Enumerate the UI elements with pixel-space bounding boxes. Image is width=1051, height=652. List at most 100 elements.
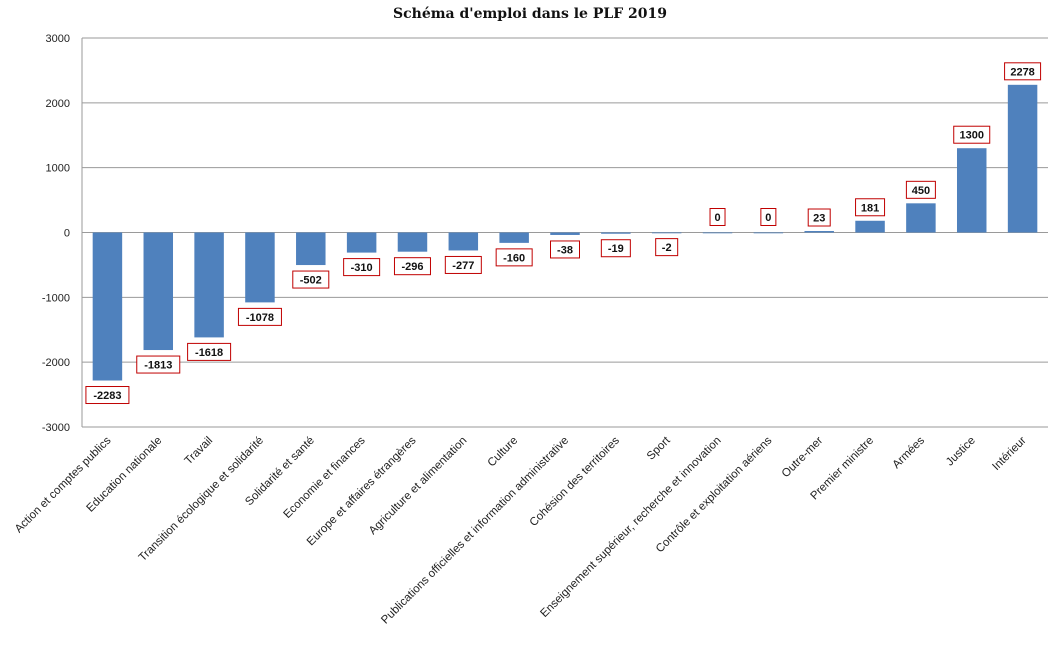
bar (956, 148, 987, 233)
chart-title: Schéma d'emploi dans le PLF 2019 (393, 6, 667, 22)
x-tick-label: Publications officielles et information … (379, 435, 571, 627)
gridlines (81, 37, 1048, 428)
data-label-text: 0 (714, 212, 720, 224)
data-label-text: -296 (401, 261, 423, 273)
data-label-box (905, 180, 936, 199)
data-label-text: -2 (662, 242, 672, 254)
bar (906, 203, 936, 233)
x-tick-label: Armées (891, 434, 928, 471)
bar (499, 232, 529, 243)
data-label-box (807, 208, 831, 227)
bar (601, 232, 631, 234)
data-label: -296 (393, 257, 431, 276)
x-tick-label: Sport (645, 434, 673, 462)
data-label-text: 0 (765, 212, 771, 224)
data-label-text: -2283 (93, 390, 121, 402)
data-label: -2283 (85, 386, 130, 405)
bars (92, 84, 1038, 381)
x-tick-label: Enseignement supérieur, recherche et inn… (538, 435, 723, 620)
data-label-text: -38 (557, 244, 573, 256)
data-label: 450 (905, 180, 936, 199)
data-label-box (343, 258, 381, 277)
data-label-text: -502 (300, 275, 322, 287)
x-tick-label: Cohésion des territoires (528, 434, 623, 529)
data-label: 23 (807, 208, 831, 227)
bar (92, 232, 123, 381)
data-label: 0 (709, 208, 726, 226)
bar (296, 232, 326, 266)
y-axis-ticks: 3000 2000 1000 0 -1000 -2000 -3000 (42, 33, 70, 434)
data-label-text: -277 (452, 260, 474, 272)
data-label-box (237, 307, 282, 326)
data-label-text: -1078 (246, 312, 274, 324)
x-tick-label: Justice (944, 435, 978, 469)
data-label-box (444, 255, 482, 274)
data-label-text: 23 (813, 213, 825, 225)
data-label-box (855, 198, 886, 217)
data-label-box (1004, 62, 1042, 81)
data-label: -1618 (187, 342, 232, 361)
data-label-box (136, 355, 181, 374)
data-label: 2278 (1004, 62, 1042, 81)
x-tick-label: Europe et affaires étrangères (305, 434, 419, 548)
data-label-box (655, 238, 679, 257)
bar (855, 220, 885, 233)
data-labels: -2283 -1813 -1618 -1078 -502 -310 -296 -277 -160… (85, 62, 1042, 405)
y-tick-label: 2000 (46, 98, 70, 110)
data-label-box (550, 240, 580, 259)
y-tick-label: -1000 (42, 292, 70, 304)
data-label: -310 (343, 258, 381, 277)
bar (143, 232, 174, 351)
data-label-box (495, 248, 533, 267)
data-label-box (760, 208, 777, 226)
data-label-text: -1618 (195, 347, 223, 359)
bar (651, 232, 682, 234)
data-label-text: 450 (912, 185, 930, 197)
data-label: -502 (292, 270, 330, 289)
data-label-box (953, 125, 991, 144)
data-label-text: -19 (608, 243, 624, 255)
bar (702, 232, 733, 234)
x-tick-label: Agriculture et alimentation (367, 435, 470, 538)
x-tick-label: Action et comptes publics (13, 434, 114, 535)
data-label-text: -310 (351, 262, 373, 274)
y-tick-label: -3000 (42, 422, 70, 434)
bar (194, 232, 224, 338)
x-tick-label: Travail (183, 435, 216, 468)
x-tick-label: Outre-mer (780, 435, 826, 481)
data-label-box (187, 342, 232, 361)
data-label: 0 (760, 208, 777, 226)
bar (245, 232, 275, 303)
data-label: -1078 (237, 307, 282, 326)
bar (397, 232, 428, 252)
data-label-box (709, 208, 726, 226)
data-label: -2 (655, 238, 679, 257)
data-label: -160 (495, 248, 533, 267)
data-label-text: -1813 (144, 360, 172, 372)
y-tick-label: 0 (64, 228, 70, 240)
x-tick-label: Contrôle et exploitation aériens (654, 434, 775, 555)
data-label-box (85, 386, 130, 405)
data-label: 1300 (953, 125, 991, 144)
data-label-text: 2278 (1010, 66, 1034, 78)
data-label-text: -160 (503, 252, 525, 264)
data-label: -19 (600, 239, 631, 258)
data-label: -1813 (136, 355, 181, 374)
data-label-box (292, 270, 330, 289)
y-tick-label: 3000 (46, 33, 70, 45)
data-label-text: 1300 (959, 130, 983, 142)
bar (448, 232, 479, 251)
data-label: 181 (855, 198, 886, 217)
bar (804, 231, 834, 233)
bar (346, 232, 377, 253)
x-tick-label: Culture (486, 435, 521, 470)
y-tick-label: 1000 (46, 163, 70, 175)
y-tick-label: -2000 (42, 357, 70, 369)
data-label-box (393, 257, 431, 276)
data-label-box (600, 239, 631, 258)
data-label: -38 (550, 240, 580, 259)
bar (753, 232, 784, 234)
data-label: -277 (444, 255, 482, 274)
